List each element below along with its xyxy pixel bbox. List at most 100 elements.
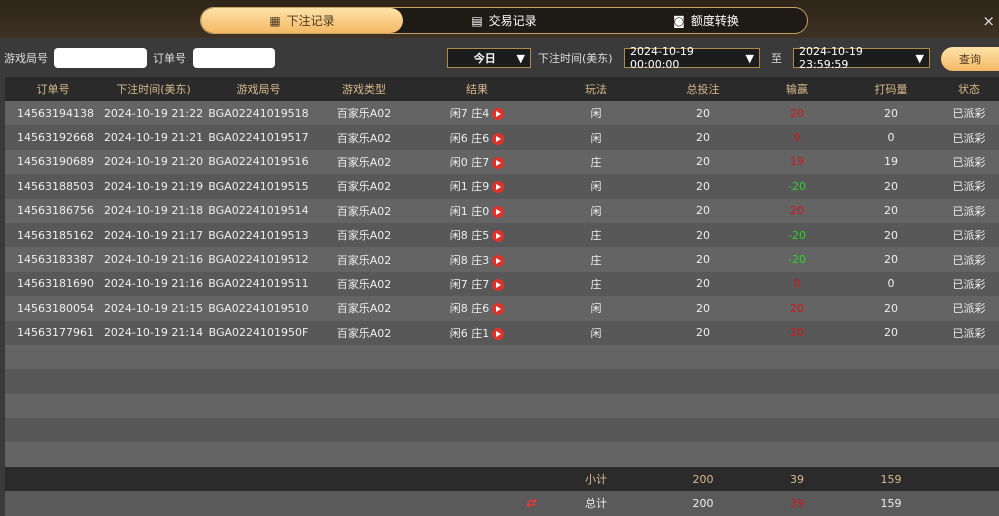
table-row[interactable]: 14563177961 2024-10-19 21:14 BGA0224101950… <box>5 320 999 345</box>
cell-code-amount: 20 <box>843 174 939 199</box>
cell-result: 闲1 庄9 <box>417 174 537 199</box>
play-replay-icon[interactable] <box>492 230 505 243</box>
cell-order-no: 14563181690 <box>5 271 101 297</box>
tab-credit-transfer[interactable]: ◙ 额度转换 <box>673 13 739 29</box>
table-row[interactable]: 14563183387 2024-10-19 21:16 BGA0224101951… <box>5 247 999 272</box>
total-bet: 200 <box>655 491 751 516</box>
table-row[interactable]: 14563180054 2024-10-19 21:15 BGA0224101951… <box>5 296 999 321</box>
result-text: 闲7 庄4 <box>449 107 490 121</box>
bet-records-table: 订单号 下注时间(美东) 游戏局号 游戏类型 结果 玩法 总投注 输赢 打码量 状态 145631… <box>5 77 999 516</box>
cell-win-loss: 20 <box>751 101 843 126</box>
result-text: 闲8 庄5 <box>449 229 490 243</box>
empty-row <box>5 369 999 394</box>
filter-bar: 游戏局号 订单号 今日 ▼ 下注时间(美东) 2024-10-19 00:00:0… <box>0 40 999 76</box>
dropdown-arrow-icon: ▼ <box>516 51 525 65</box>
table-row[interactable]: 14563192668 2024-10-19 21:21 BGA0224101951… <box>5 125 999 150</box>
cell-game-type: 百家乐A02 <box>311 271 417 297</box>
cell-game-type: 百家乐A02 <box>311 149 417 175</box>
subtotal-row: 小计 200 39 159 <box>5 466 999 492</box>
cell-game-no: BGA02241019510 <box>206 296 311 321</box>
cell-total-bet: 20 <box>655 174 751 199</box>
refresh-icon[interactable]: ⇄ <box>526 495 537 511</box>
cell-game-type: 百家乐A02 <box>311 101 417 126</box>
play-replay-icon[interactable] <box>492 327 505 340</box>
tab-transaction-records[interactable]: ▤ 交易记录 <box>471 13 537 29</box>
result-text: 闲6 庄6 <box>449 131 490 145</box>
cell-result: 闲1 庄0 <box>417 198 537 223</box>
cell-play: 闲 <box>537 320 655 345</box>
table-row[interactable]: 14563186756 2024-10-19 21:18 BGA0224101951… <box>5 198 999 223</box>
cell-code-amount: 20 <box>843 198 939 223</box>
cell-status: 已派彩 <box>939 125 999 150</box>
tab-bet-records[interactable]: ▦ 下注记录 <box>201 8 403 33</box>
column-header: 订单号 <box>5 77 101 101</box>
dropdown-arrow-icon: ▼ <box>915 51 924 65</box>
range-select[interactable]: 今日 ▼ <box>447 48 531 68</box>
table-row[interactable]: 14563190689 2024-10-19 21:20 BGA0224101951… <box>5 149 999 175</box>
cell-result: 闲6 庄6 <box>417 125 537 150</box>
cell-order-no: 14563190689 <box>5 149 101 175</box>
cell-code-amount: 20 <box>843 296 939 321</box>
play-replay-icon[interactable] <box>492 181 505 194</box>
cell-result: 闲7 庄7 <box>417 271 537 297</box>
play-replay-icon[interactable] <box>492 278 505 291</box>
cell-play: 庄 <box>537 271 655 297</box>
total-label: 总计 <box>537 491 655 516</box>
cell-status: 已派彩 <box>939 174 999 199</box>
cell-total-bet: 20 <box>655 222 751 248</box>
to-label: 至 <box>771 52 782 65</box>
query-button[interactable]: 查询 <box>941 47 999 71</box>
column-header: 游戏局号 <box>206 77 311 101</box>
play-replay-icon[interactable] <box>492 303 505 316</box>
cell-game-no: BGA02241019517 <box>206 125 311 150</box>
table-row[interactable]: 14563188503 2024-10-19 21:19 BGA0224101951… <box>5 174 999 199</box>
game-no-input[interactable] <box>54 48 147 68</box>
cell-play: 闲 <box>537 296 655 321</box>
cell-game-no: BGA02241019518 <box>206 101 311 126</box>
close-icon[interactable]: × <box>982 12 995 30</box>
cell-bet-time: 2024-10-19 21:21 <box>101 125 206 150</box>
cell-game-no: BGA02241019511 <box>206 271 311 297</box>
play-replay-icon[interactable] <box>492 156 505 169</box>
total-winloss: 39 <box>751 491 843 516</box>
start-time-select[interactable]: 2024-10-19 00:00:00 ▼ <box>624 45 760 71</box>
play-replay-icon[interactable] <box>492 205 505 218</box>
table-row[interactable]: 14563185162 2024-10-19 21:17 BGA0224101951… <box>5 222 999 248</box>
cell-game-no: BGA02241019512 <box>206 247 311 272</box>
table-row[interactable]: 14563181690 2024-10-19 21:16 BGA0224101951… <box>5 271 999 297</box>
cell-order-no: 14563177961 <box>5 320 101 345</box>
play-replay-icon[interactable] <box>492 108 505 121</box>
result-text: 闲7 庄7 <box>449 277 490 291</box>
order-no-input[interactable] <box>193 48 275 68</box>
play-replay-icon[interactable] <box>492 254 505 267</box>
cell-play: 闲 <box>537 125 655 150</box>
cell-order-no: 14563194138 <box>5 101 101 126</box>
play-replay-icon[interactable] <box>492 132 505 145</box>
cell-bet-time: 2024-10-19 21:22 <box>101 101 206 126</box>
cell-total-bet: 20 <box>655 247 751 272</box>
cell-game-type: 百家乐A02 <box>311 198 417 223</box>
cell-bet-time: 2024-10-19 21:15 <box>101 296 206 321</box>
subtotal-code: 159 <box>843 466 939 492</box>
top-bar: ▦ 下注记录 ▤ 交易记录 ◙ 额度转换 × <box>0 0 999 38</box>
cell-status: 已派彩 <box>939 247 999 272</box>
cell-play: 庄 <box>537 222 655 248</box>
column-header: 总投注 <box>655 77 751 101</box>
cell-code-amount: 20 <box>843 320 939 345</box>
coins-icon: ◙ <box>673 13 685 28</box>
end-time-select[interactable]: 2024-10-19 23:59:59 ▼ <box>793 45 930 71</box>
cell-play: 闲 <box>537 174 655 199</box>
column-header: 下注时间(美东) <box>101 77 206 101</box>
cell-win-loss: -20 <box>751 174 843 199</box>
cell-order-no: 14563188503 <box>5 174 101 199</box>
cell-bet-time: 2024-10-19 21:16 <box>101 247 206 272</box>
cell-status: 已派彩 <box>939 149 999 175</box>
table-row[interactable]: 14563194138 2024-10-19 21:22 BGA0224101951… <box>5 101 999 126</box>
cell-result: 闲8 庄5 <box>417 222 537 248</box>
cell-game-no: BGA02241019513 <box>206 222 311 248</box>
cell-game-no: BGA02241019515 <box>206 174 311 199</box>
cell-order-no: 14563183387 <box>5 247 101 272</box>
cell-game-type: 百家乐A02 <box>311 320 417 345</box>
calendar-icon: ▦ <box>269 13 281 28</box>
result-text: 闲1 庄9 <box>449 180 490 194</box>
